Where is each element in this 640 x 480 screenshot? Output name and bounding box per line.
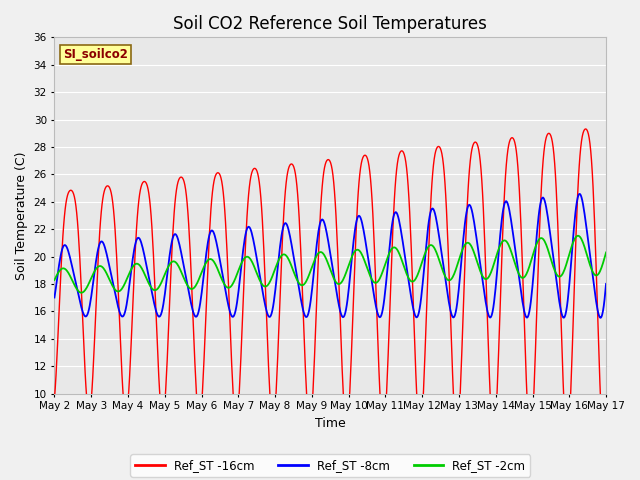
- X-axis label: Time: Time: [315, 417, 346, 430]
- Text: SI_soilco2: SI_soilco2: [63, 48, 127, 61]
- Y-axis label: Soil Temperature (C): Soil Temperature (C): [15, 151, 28, 280]
- Legend: Ref_ST -16cm, Ref_ST -8cm, Ref_ST -2cm: Ref_ST -16cm, Ref_ST -8cm, Ref_ST -2cm: [131, 454, 530, 477]
- Title: Soil CO2 Reference Soil Temperatures: Soil CO2 Reference Soil Temperatures: [173, 15, 487, 33]
